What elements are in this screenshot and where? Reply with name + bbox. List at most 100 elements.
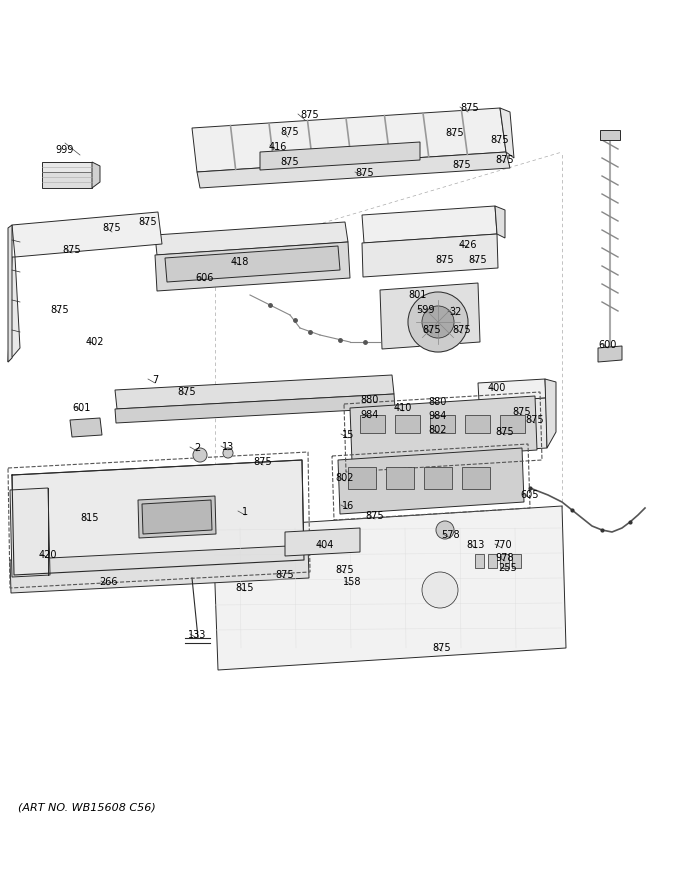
Text: 32: 32 <box>449 307 462 317</box>
Polygon shape <box>598 346 622 362</box>
Text: 2: 2 <box>194 443 200 453</box>
Text: 600: 600 <box>599 340 617 350</box>
Text: 984: 984 <box>429 411 447 421</box>
Text: 815: 815 <box>81 513 99 523</box>
Bar <box>488 554 497 568</box>
Text: 875: 875 <box>281 127 299 137</box>
Polygon shape <box>500 108 514 158</box>
Text: 875: 875 <box>491 135 509 145</box>
Text: 875: 875 <box>51 305 69 315</box>
Text: 875: 875 <box>460 103 479 113</box>
Text: 605: 605 <box>521 490 539 500</box>
Circle shape <box>193 448 207 462</box>
Text: 875: 875 <box>432 643 452 653</box>
Circle shape <box>422 572 458 608</box>
Text: 875: 875 <box>526 415 544 425</box>
Text: 880: 880 <box>361 395 379 405</box>
Circle shape <box>422 306 454 338</box>
Bar <box>512 554 521 568</box>
Text: 404: 404 <box>316 540 334 550</box>
Text: 802: 802 <box>336 473 354 483</box>
Text: 875: 875 <box>453 160 471 170</box>
Text: 875: 875 <box>453 325 471 335</box>
Polygon shape <box>70 418 102 437</box>
Polygon shape <box>12 460 304 575</box>
Text: 999: 999 <box>56 145 74 155</box>
Polygon shape <box>8 225 12 362</box>
Text: 875: 875 <box>469 255 488 265</box>
Text: 158: 158 <box>343 577 361 587</box>
Text: 875: 875 <box>301 110 320 120</box>
Polygon shape <box>12 212 162 257</box>
Circle shape <box>408 292 468 352</box>
Polygon shape <box>197 152 510 188</box>
Text: 255: 255 <box>498 563 517 573</box>
Polygon shape <box>10 488 50 577</box>
Polygon shape <box>478 398 547 452</box>
FancyBboxPatch shape <box>348 467 376 489</box>
Text: 978: 978 <box>496 553 514 563</box>
Text: 875: 875 <box>139 217 157 227</box>
Text: 875: 875 <box>281 157 299 167</box>
Polygon shape <box>213 506 566 670</box>
Text: 875: 875 <box>103 223 121 233</box>
Text: 410: 410 <box>394 403 412 413</box>
Polygon shape <box>142 500 212 534</box>
FancyBboxPatch shape <box>430 415 455 433</box>
Polygon shape <box>115 394 395 423</box>
FancyBboxPatch shape <box>386 467 414 489</box>
Polygon shape <box>165 246 340 282</box>
Text: 578: 578 <box>441 530 459 540</box>
Text: 266: 266 <box>99 577 117 587</box>
Text: 875: 875 <box>436 255 454 265</box>
Circle shape <box>436 521 454 539</box>
Text: 606: 606 <box>196 273 214 283</box>
FancyBboxPatch shape <box>395 415 420 433</box>
Polygon shape <box>92 162 100 188</box>
Polygon shape <box>192 108 506 172</box>
Text: 875: 875 <box>63 245 82 255</box>
FancyBboxPatch shape <box>500 415 525 433</box>
Text: 601: 601 <box>73 403 91 413</box>
Text: 599: 599 <box>415 305 435 315</box>
Text: 801: 801 <box>409 290 427 300</box>
Polygon shape <box>285 528 360 556</box>
Text: 416: 416 <box>269 142 287 152</box>
Polygon shape <box>42 162 92 172</box>
Text: 402: 402 <box>86 337 104 347</box>
Text: 875: 875 <box>496 155 514 165</box>
Text: 7: 7 <box>152 375 158 385</box>
Polygon shape <box>600 130 620 140</box>
Text: 813: 813 <box>466 540 486 550</box>
FancyBboxPatch shape <box>360 415 385 433</box>
Polygon shape <box>478 379 546 402</box>
Text: 815: 815 <box>236 583 254 593</box>
Text: 400: 400 <box>488 383 506 393</box>
Text: 984: 984 <box>361 410 379 420</box>
Text: 880: 880 <box>429 397 447 407</box>
Text: 875: 875 <box>423 325 441 335</box>
Text: 15: 15 <box>342 430 354 440</box>
FancyBboxPatch shape <box>465 415 490 433</box>
Text: 426: 426 <box>459 240 477 250</box>
Polygon shape <box>362 234 498 277</box>
Text: (ART NO. WB15608 C56): (ART NO. WB15608 C56) <box>18 803 156 813</box>
Text: 420: 420 <box>39 550 57 560</box>
Polygon shape <box>350 396 537 462</box>
Polygon shape <box>8 257 20 362</box>
Text: 875: 875 <box>366 511 384 521</box>
Polygon shape <box>260 142 420 170</box>
Polygon shape <box>42 172 92 188</box>
Text: 875: 875 <box>177 387 197 397</box>
Polygon shape <box>338 448 524 514</box>
Polygon shape <box>495 206 505 238</box>
Polygon shape <box>115 375 394 409</box>
Text: 418: 418 <box>231 257 249 267</box>
Text: 16: 16 <box>342 501 354 511</box>
FancyBboxPatch shape <box>424 467 452 489</box>
Polygon shape <box>380 283 480 349</box>
Text: 875: 875 <box>254 457 272 467</box>
Text: 875: 875 <box>336 565 354 575</box>
Text: 770: 770 <box>493 540 511 550</box>
Text: 1: 1 <box>242 507 248 517</box>
